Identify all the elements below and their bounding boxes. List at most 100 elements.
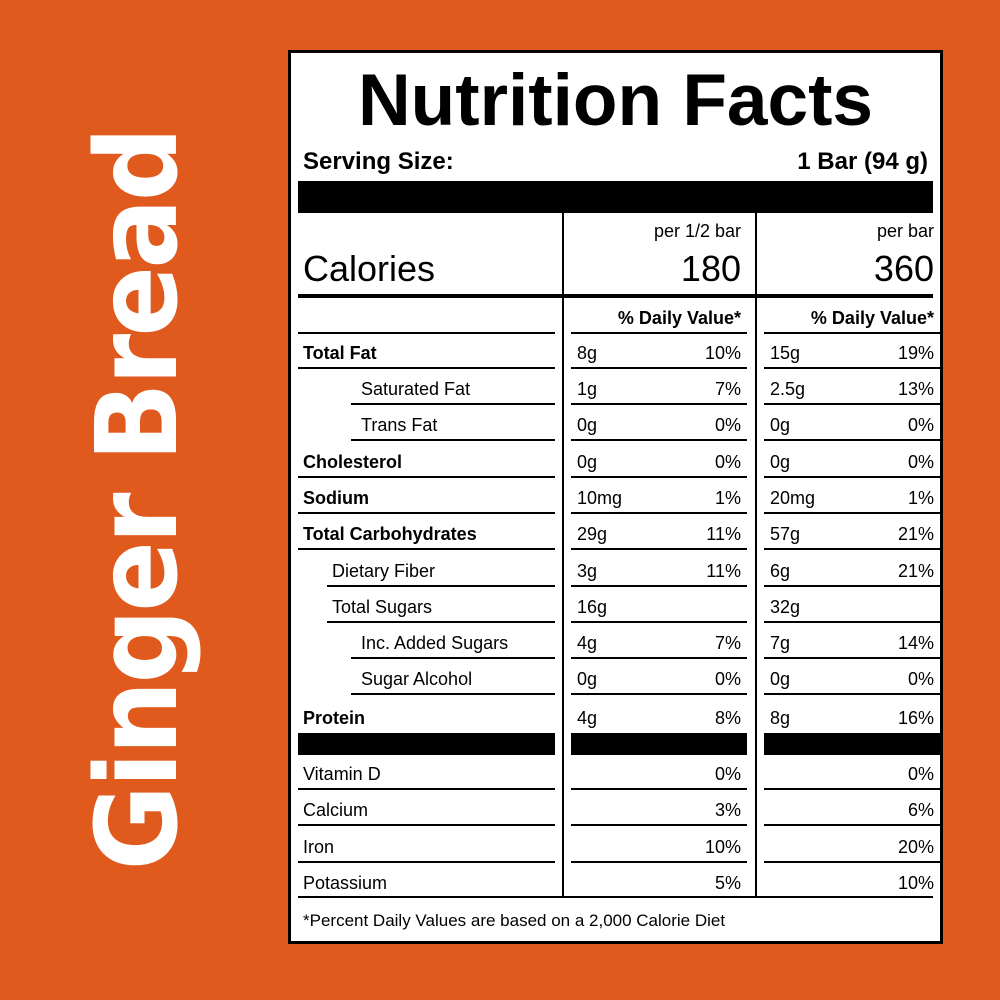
vitamin-divider-name (298, 733, 555, 755)
col2-amount: 2.5g (770, 379, 806, 399)
vitamin-rule-name (298, 788, 555, 790)
calories-divider (298, 294, 933, 298)
row-rule-col1 (571, 585, 747, 587)
row-rule-col2 (764, 621, 940, 623)
row-rule-col2 (764, 657, 940, 659)
column-divider-1 (562, 213, 564, 896)
vitamin-rule-col2 (764, 824, 940, 826)
col2-daily-value: 14% (897, 633, 934, 653)
vitamin-rule-col1 (571, 861, 747, 863)
vitamin-divider-col1 (571, 733, 747, 755)
col1-vitamin-dv: 3% (714, 800, 741, 820)
col1-amount: 16g (577, 597, 608, 617)
row-rule-col1 (571, 657, 747, 659)
col2-dv-header: % Daily Value* (810, 308, 934, 328)
nutrition-facts-label: Nutrition Facts Serving Size: 1 Bar (94 … (288, 50, 943, 944)
col1-amount: 8g (577, 343, 598, 363)
col2-amount: 8g (770, 708, 791, 728)
row-rule-col2 (764, 476, 940, 478)
col2-vitamin-dv: 0% (907, 764, 934, 784)
row-rule-name (351, 657, 555, 659)
col1-daily-value: 11% (706, 561, 741, 581)
nutrient-name: Sodium (303, 488, 369, 508)
vitamin-rule-col1 (571, 824, 747, 826)
col2-amount: 0g (770, 415, 791, 435)
col1-vitamin-dv: 0% (714, 764, 741, 784)
col2-daily-value: 0% (907, 415, 934, 435)
row-rule-name (351, 439, 555, 441)
row-rule-name (298, 367, 555, 369)
col2-amount: 6g (770, 561, 791, 581)
col1-amount: 1g (577, 379, 598, 399)
row-rule-col2 (764, 548, 940, 550)
row-rule-col2 (764, 512, 940, 514)
brand-side-panel: Ginger Bread (0, 0, 280, 1000)
row-rule-col1 (571, 512, 747, 514)
col2-amount: 0g (770, 452, 791, 472)
col2-daily-value: 16% (897, 708, 934, 728)
col1-daily-value: 0% (714, 415, 741, 435)
col1-amount: 4g (577, 633, 598, 653)
row-rule-name (298, 548, 555, 550)
col2-calories-value: 360 (873, 248, 934, 289)
col2-amount: 32g (770, 597, 801, 617)
dv-header-rule-col2 (764, 332, 940, 334)
vitamin-name: Iron (303, 837, 335, 857)
footnote-divider (298, 896, 933, 898)
vitamin-rule-col1 (571, 788, 747, 790)
row-rule-name (351, 693, 555, 695)
col1-daily-value: 1% (714, 488, 741, 508)
col1-daily-value: 7% (714, 379, 741, 399)
col2-daily-value: 19% (897, 343, 934, 363)
col1-amount: 3g (577, 561, 598, 581)
row-rule-name (327, 621, 555, 623)
vitamin-name: Calcium (303, 800, 369, 820)
row-rule-col2 (764, 367, 940, 369)
col1-daily-value: 8% (714, 708, 741, 728)
product-name: Ginger Bread (73, 129, 203, 871)
serving-size-label: Serving Size: (303, 148, 454, 175)
dv-header-rule-name (298, 332, 555, 334)
col1-daily-value: 0% (714, 669, 741, 689)
col1-calories-value: 180 (680, 248, 741, 289)
label-title: Nutrition Facts (357, 60, 874, 141)
row-rule-col1 (571, 439, 747, 441)
col2-daily-value: 0% (907, 669, 934, 689)
col2-daily-value: 21% (897, 524, 934, 544)
vitamin-name: Potassium (303, 873, 388, 893)
row-rule-col1 (571, 403, 747, 405)
row-rule-name (298, 512, 555, 514)
col2-daily-value: 21% (897, 561, 934, 581)
col2-daily-value: 0% (907, 452, 934, 472)
col2-amount: 15g (770, 343, 801, 363)
row-rule-col1 (571, 476, 747, 478)
col2-amount: 20mg (770, 488, 816, 508)
row-rule-col1 (571, 621, 747, 623)
vitamin-divider-col2 (764, 733, 940, 755)
col1-daily-value: 0% (714, 452, 741, 472)
col1-amount: 0g (577, 415, 598, 435)
col2-daily-value: 1% (907, 488, 934, 508)
col1-daily-value: 7% (714, 633, 741, 653)
vitamin-name: Vitamin D (303, 764, 381, 784)
nutrient-name: Total Sugars (332, 597, 433, 617)
nutrient-name: Protein (303, 708, 366, 728)
thick-divider-top (298, 181, 933, 213)
row-rule-col1 (571, 367, 747, 369)
col2-vitamin-dv: 20% (897, 837, 934, 857)
nutrient-name: Total Carbohydrates (303, 524, 477, 544)
col2-caption: per bar (876, 221, 934, 241)
col2-amount: 0g (770, 669, 791, 689)
col2-amount: 7g (770, 633, 791, 653)
dv-header-rule-col1 (571, 332, 747, 334)
serving-size-value: 1 Bar (94 g) (797, 148, 928, 175)
col1-amount: 0g (577, 669, 598, 689)
nutrient-name: Saturated Fat (361, 379, 471, 399)
col1-daily-value: 10% (704, 343, 741, 363)
nutrient-name: Trans Fat (361, 415, 438, 435)
nutrient-name: Cholesterol (303, 452, 403, 472)
nutrient-name: Sugar Alcohol (361, 669, 473, 689)
nutrient-name: Dietary Fiber (332, 561, 436, 581)
row-rule-col2 (764, 693, 940, 695)
vitamin-rule-col2 (764, 788, 940, 790)
